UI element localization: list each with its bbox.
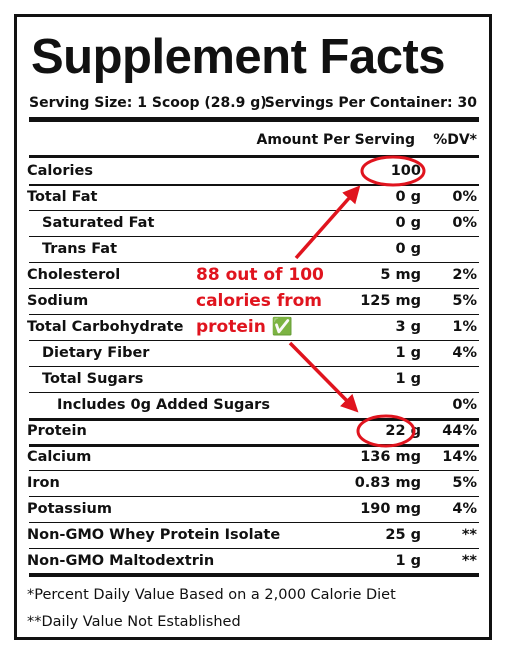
row-rule: [29, 236, 479, 237]
row-label: Includes 0g Added Sugars: [57, 397, 270, 413]
row-dv: 5%: [452, 475, 477, 491]
row-rule: [29, 392, 479, 393]
label-box: Supplement Facts Serving Size: 1 Scoop (…: [14, 14, 492, 640]
row-dv: 4%: [452, 501, 477, 517]
annotation-line: 88 out of 100: [196, 265, 324, 285]
row-label: Sodium: [27, 293, 89, 309]
row-label: Saturated Fat: [42, 215, 155, 231]
thick-rule: [29, 573, 479, 577]
annotation-line: protein ✅: [196, 317, 293, 337]
row-amount: 136 mg: [360, 449, 421, 465]
row-rule: [29, 262, 479, 263]
dv-header: %DV*: [433, 132, 477, 148]
row-amount: 0 g: [395, 215, 421, 231]
row-label: Protein: [27, 423, 87, 439]
row-amount: 3 g: [395, 319, 421, 335]
row-label: Calcium: [27, 449, 92, 465]
arrow: [288, 341, 359, 413]
title: Supplement Facts: [31, 30, 446, 84]
row-rule: [29, 184, 479, 186]
row-rule: [29, 522, 479, 523]
row-label: Non-GMO Maltodextrin: [27, 553, 215, 569]
row-amount: 100: [390, 163, 421, 179]
row-amount: 125 mg: [360, 293, 421, 309]
footnote: *Percent Daily Value Based on a 2,000 Ca…: [27, 587, 396, 603]
row-amount: 0 g: [395, 241, 421, 257]
thick-rule: [29, 117, 479, 122]
row-amount: 1 g: [395, 371, 421, 387]
highlight-ellipse: [356, 414, 416, 448]
annotation-line: calories from: [196, 291, 323, 311]
row-label: Total Fat: [27, 189, 98, 205]
row-dv: 4%: [452, 345, 477, 361]
row-dv: 14%: [442, 449, 477, 465]
row-amount: 0 g: [395, 189, 421, 205]
row-amount: 1 g: [395, 345, 421, 361]
row-dv: 0%: [452, 189, 477, 205]
arrow: [294, 185, 361, 260]
serving-size: Serving Size: 1 Scoop (28.9 g): [29, 95, 267, 111]
row-label: Iron: [27, 475, 60, 491]
row-amount: 1 g: [395, 553, 421, 569]
row-label: Total Carbohydrate: [27, 319, 184, 335]
highlight-ellipse: [360, 155, 426, 187]
row-rule: [29, 210, 479, 211]
row-rule: [29, 314, 479, 315]
amount-header: Amount Per Serving: [256, 132, 415, 148]
row-rule: [29, 366, 479, 367]
row-amount: 0.83 mg: [354, 475, 421, 491]
row-dv: 0%: [452, 397, 477, 413]
row-label: Cholesterol: [27, 267, 121, 283]
row-label: Total Sugars: [42, 371, 144, 387]
row-dv: 44%: [442, 423, 477, 439]
row-dv: 5%: [452, 293, 477, 309]
row-label: Non-GMO Whey Protein Isolate: [27, 527, 281, 543]
row-rule: [29, 418, 479, 421]
row-dv: **: [461, 527, 477, 543]
row-dv: 1%: [452, 319, 477, 335]
row-rule: [29, 340, 479, 341]
servings-per-container: Servings Per Container: 30: [264, 95, 477, 111]
row-amount: 25 g: [385, 527, 421, 543]
row-dv: 2%: [452, 267, 477, 283]
footnote: **Daily Value Not Established: [27, 614, 241, 630]
row-label: Calories: [27, 163, 93, 179]
row-amount: 190 mg: [360, 501, 421, 517]
row-rule: [29, 288, 479, 289]
thick-rule: [29, 155, 479, 158]
row-rule: [29, 496, 479, 497]
row-label: Potassium: [27, 501, 112, 517]
row-label: Dietary Fiber: [42, 345, 150, 361]
row-amount: 5 mg: [380, 267, 421, 283]
row-rule: [29, 444, 479, 447]
row-label: Trans Fat: [42, 241, 118, 257]
row-dv: 0%: [452, 215, 477, 231]
row-rule: [29, 470, 479, 471]
row-rule: [29, 548, 479, 549]
row-dv: **: [461, 553, 477, 569]
